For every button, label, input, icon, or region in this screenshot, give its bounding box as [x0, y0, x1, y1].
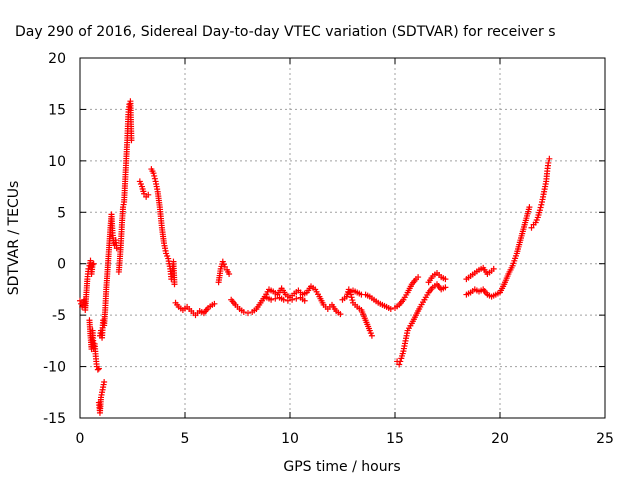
data-point-marker	[280, 296, 287, 303]
data-point-marker	[221, 263, 228, 270]
data-series	[77, 98, 553, 416]
chart-title: Day 290 of 2016, Sidereal Day-to-day VTE…	[15, 24, 556, 40]
data-point-marker	[442, 284, 449, 291]
plot-frame	[79, 57, 606, 419]
x-axis-label: GPS time / hours	[283, 459, 400, 475]
data-point-marker	[89, 261, 96, 268]
data-point-marker	[171, 281, 178, 288]
data-point-marker	[301, 297, 308, 304]
data-point-marker	[151, 172, 158, 179]
y-axis-label: SDTVAR / TECUs	[6, 181, 22, 296]
y-tick-label: -10	[43, 360, 66, 376]
data-point-marker	[95, 365, 102, 372]
x-tick-label: 10	[281, 431, 299, 447]
data-point-marker	[545, 159, 552, 166]
y-tick-label: 5	[57, 205, 66, 221]
data-point-marker	[289, 296, 296, 303]
data-point-marker	[113, 245, 120, 252]
x-tick-label: 15	[386, 431, 404, 447]
data-point-marker	[526, 204, 533, 211]
data-point-marker	[397, 358, 404, 365]
grid-lines	[80, 58, 605, 418]
y-tick-label: 15	[48, 102, 66, 118]
data-point-marker	[490, 265, 497, 272]
data-point-marker	[442, 276, 449, 283]
data-point-marker	[396, 361, 403, 368]
data-point-marker	[546, 155, 553, 162]
x-tick-label: 0	[76, 431, 85, 447]
data-point-marker	[415, 274, 422, 281]
data-point-marker	[536, 207, 543, 214]
data-point-marker	[387, 305, 394, 312]
y-tick-label: -15	[43, 411, 66, 427]
data-point-marker	[538, 201, 545, 208]
data-point-marker	[245, 310, 251, 317]
x-tick-label: 20	[491, 431, 509, 447]
data-point-marker	[77, 297, 83, 304]
data-point-marker	[284, 297, 291, 304]
x-tick-label: 25	[596, 431, 614, 447]
data-point-marker	[337, 311, 344, 318]
data-point-marker	[141, 190, 148, 197]
data-point-marker	[272, 295, 279, 302]
data-point-marker	[90, 260, 97, 267]
data-point-marker	[151, 175, 158, 182]
y-tick-label: 0	[57, 257, 66, 273]
y-tick-label: -5	[52, 308, 66, 324]
y-tick-label: 10	[48, 154, 66, 170]
data-point-marker	[368, 332, 375, 339]
data-point-marker	[226, 271, 233, 277]
data-point-marker	[349, 297, 356, 304]
data-point-marker	[101, 379, 108, 385]
y-tick-label: 20	[48, 51, 66, 67]
x-tick-label: 5	[181, 431, 190, 447]
data-point-marker	[145, 191, 152, 198]
data-point-marker	[528, 224, 535, 231]
data-point-marker	[128, 137, 135, 144]
data-point-marker	[268, 296, 275, 303]
data-point-marker	[537, 204, 544, 211]
data-point-marker	[94, 366, 101, 373]
data-point-marker	[240, 309, 247, 316]
data-point-marker	[211, 300, 218, 307]
data-point-marker	[293, 295, 300, 302]
data-point-marker	[150, 170, 157, 177]
data-point-marker	[348, 294, 355, 301]
axis-ticks: 0 5 10 15 20 25 -15 -10 -5 0 5 10 15 20	[43, 51, 614, 447]
